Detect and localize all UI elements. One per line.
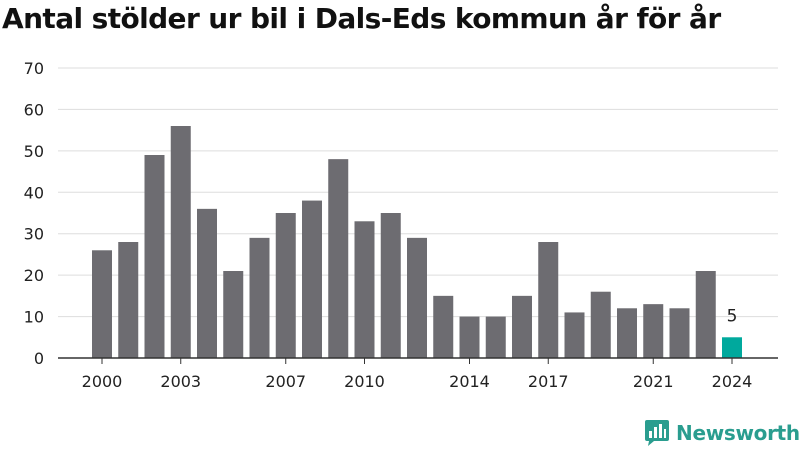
data-label: 5 [727, 306, 738, 326]
bar [695, 271, 716, 358]
y-tick-label: 50 [24, 142, 44, 161]
bar [144, 155, 165, 358]
bar [433, 295, 454, 358]
bar [302, 200, 322, 358]
bar [643, 304, 664, 358]
x-tick-label: 2014 [449, 372, 490, 391]
bar [407, 237, 427, 358]
y-tick-label: 10 [24, 308, 44, 327]
bar [170, 126, 191, 358]
x-tick-label: 2017 [528, 372, 569, 391]
bar [722, 337, 742, 358]
bar [328, 159, 349, 358]
x-tick-label: 2010 [344, 372, 385, 391]
x-tick-label: 2021 [633, 372, 674, 391]
y-tick-label: 40 [24, 183, 44, 202]
bar [669, 308, 690, 358]
newsworthy-bar-chart-icon [645, 420, 669, 446]
bar [485, 316, 506, 358]
bar [223, 271, 244, 358]
bar [512, 295, 532, 358]
y-tick-label: 70 [24, 59, 44, 78]
brand-name: Newsworthy [676, 421, 800, 445]
bar [118, 242, 139, 358]
bar [92, 250, 112, 358]
bar [590, 291, 611, 358]
bar [249, 237, 270, 358]
x-tick-label: 2003 [160, 372, 201, 391]
x-tick-label: 2000 [82, 372, 123, 391]
y-tick-label: 20 [24, 266, 44, 285]
x-tick-label: 2007 [265, 372, 306, 391]
y-tick-label: 30 [24, 225, 44, 244]
bar [459, 316, 480, 358]
chart-title: Antal stölder ur bil i Dals-Eds kommun å… [2, 2, 721, 35]
bar [564, 312, 585, 358]
bar [538, 242, 559, 358]
x-tick-label: 2024 [712, 372, 753, 391]
bar [380, 213, 401, 358]
bar [275, 213, 296, 358]
y-tick-label: 0 [34, 349, 44, 368]
bar [197, 208, 217, 358]
y-tick-label: 60 [24, 100, 44, 119]
bar [354, 221, 375, 358]
bar [617, 308, 637, 358]
brand-logo: Newsworthy [644, 419, 800, 447]
